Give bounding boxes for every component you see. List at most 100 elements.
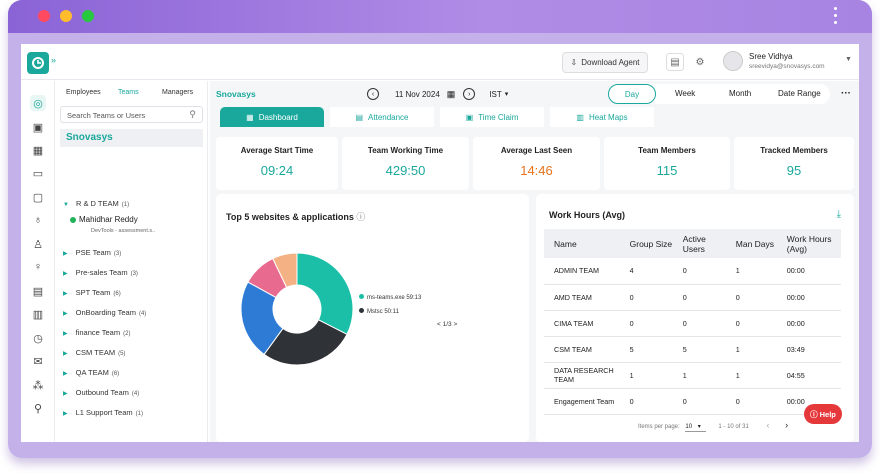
settings-icon[interactable]: ⚙ bbox=[695, 56, 705, 68]
next-page-icon[interactable]: › bbox=[785, 420, 789, 430]
reports-nav-icon[interactable]: ▣ bbox=[32, 121, 44, 134]
stat-team-members: Team Members 115 bbox=[604, 137, 730, 190]
avatar[interactable] bbox=[723, 51, 743, 71]
tab-teams[interactable]: Teams bbox=[118, 89, 139, 96]
team-item[interactable]: ▶ OnBoarding Team (4) bbox=[63, 308, 147, 317]
items-per-page-select[interactable]: 10 bbox=[685, 424, 707, 432]
roles-nav-icon[interactable]: ⚲ bbox=[33, 402, 43, 415]
pie-slice-ms-teams-exe[interactable] bbox=[296, 252, 354, 335]
dashboard-nav-icon[interactable]: ◎ bbox=[30, 95, 46, 111]
table-row: CIMA TEAM 0 0 0 00:00 bbox=[544, 310, 841, 337]
more-options-icon[interactable]: ··· bbox=[841, 88, 851, 99]
expand-sidebar-icon[interactable]: » bbox=[51, 55, 57, 65]
timezone-select[interactable]: IST bbox=[489, 89, 502, 99]
app-window: » ⇩ Download Agent ▤ ⚙ Sree Vidhya sreev… bbox=[8, 0, 872, 458]
expand-icon: ▶ bbox=[63, 351, 68, 357]
download-agent-button[interactable]: ⇩ Download Agent bbox=[562, 52, 648, 73]
calendar-nav-icon[interactable]: ▢ bbox=[32, 191, 44, 204]
calendar-icon[interactable]: ▦ bbox=[446, 88, 456, 99]
alerts-nav-icon[interactable]: ♙ bbox=[33, 238, 43, 251]
page-range: 1 - 10 of 31 bbox=[718, 424, 749, 430]
goals-nav-icon[interactable]: ♁ bbox=[33, 214, 43, 226]
icon-sidebar: ◎ ▣ ▦ ▭ ▢ ♁ ♙ ♀ ▤ ▥ ◷ ✉ ⁂ ⚲ bbox=[21, 81, 55, 442]
team-panel-tabs: Employees Teams Managers bbox=[55, 87, 208, 101]
previous-page-icon[interactable]: ‹ bbox=[766, 420, 770, 430]
info-icon[interactable]: ⓘ bbox=[356, 212, 366, 222]
team-item[interactable]: ▶ CSM TEAM (5) bbox=[63, 348, 126, 357]
page-title: Snovasys bbox=[216, 89, 256, 99]
tab-managers[interactable]: Managers bbox=[162, 89, 194, 96]
maximize-window-button[interactable] bbox=[82, 10, 94, 22]
column-header[interactable]: Active Users bbox=[678, 229, 732, 258]
tab-time-claim[interactable]: ▣ Time Claim bbox=[440, 107, 544, 127]
team-item[interactable]: ▶ QA TEAM (6) bbox=[63, 368, 120, 377]
pie-slice-mstsc[interactable] bbox=[263, 319, 348, 366]
stat-team-working-time: Team Working Time 429:50 bbox=[342, 137, 469, 190]
range-month[interactable]: Month bbox=[729, 89, 752, 98]
tab-attendance[interactable]: ▤ Attendance bbox=[330, 107, 434, 127]
document-icon[interactable]: ▤ bbox=[666, 53, 684, 71]
user-menu-chevron-icon[interactable]: ▼ bbox=[845, 56, 852, 63]
projects-nav-icon[interactable]: ▦ bbox=[32, 144, 44, 157]
help-button[interactable]: ⓘ Help bbox=[804, 404, 842, 424]
team-search-input[interactable]: Search Teams or Users ⚲ bbox=[60, 106, 203, 123]
current-date[interactable]: 11 Nov 2024 bbox=[395, 89, 440, 99]
download-agent-label: Download Agent bbox=[581, 58, 640, 67]
team-item[interactable]: ▶ Outbound Team (4) bbox=[63, 388, 140, 397]
schedule-nav-icon[interactable]: ▥ bbox=[32, 308, 44, 321]
assets-nav-icon[interactable]: ▤ bbox=[32, 285, 44, 298]
help-icon: ⓘ bbox=[810, 409, 818, 419]
work-hours-title: Work Hours (Avg) bbox=[549, 210, 626, 220]
member-name[interactable]: Mahidhar Reddy bbox=[70, 215, 138, 224]
legend-pager[interactable]: < 1/3 > bbox=[437, 321, 458, 328]
work-hours-card: Work Hours (Avg) ⤓ Name Group Size Activ… bbox=[536, 194, 854, 442]
monitor-nav-icon[interactable]: ▭ bbox=[32, 167, 44, 180]
download-icon[interactable]: ⤓ bbox=[836, 209, 841, 220]
table-row: DATA RESEARCH TEAM 1 1 1 04:55 bbox=[544, 362, 841, 389]
expand-icon: ▶ bbox=[63, 371, 68, 377]
main-area: Snovasys ‹ 11 Nov 2024 ▦ › IST ▾ Day Wee… bbox=[210, 81, 859, 442]
team-search-placeholder: Search Teams or Users bbox=[67, 111, 146, 120]
tab-dashboard[interactable]: ▦ Dashboard bbox=[220, 107, 324, 127]
expand-icon: ▶ bbox=[63, 251, 68, 257]
range-week[interactable]: Week bbox=[675, 89, 696, 98]
team-item[interactable]: ▶ Pre-sales Team (3) bbox=[63, 268, 138, 277]
column-header[interactable]: Name bbox=[544, 229, 626, 258]
close-window-button[interactable] bbox=[38, 10, 50, 22]
table-row: AMD TEAM 0 0 0 00:00 bbox=[544, 284, 841, 311]
expand-icon: ▶ bbox=[63, 271, 68, 277]
team-item[interactable]: ▶ SPT Team (6) bbox=[63, 288, 121, 297]
team-item[interactable]: ▶ L1 Support Team (1) bbox=[63, 408, 143, 417]
timer-nav-icon[interactable]: ◷ bbox=[33, 332, 43, 345]
pagination: Items per page: 10 ▾ 1 - 10 of 31 ‹ › bbox=[638, 420, 789, 432]
range-date-range[interactable]: Date Range bbox=[778, 89, 821, 98]
column-header[interactable]: Group Size bbox=[625, 229, 679, 258]
next-date-icon[interactable]: › bbox=[463, 88, 476, 100]
mail-nav-icon[interactable]: ✉ bbox=[33, 355, 43, 368]
member-activity: DevTools - assessment.s.. bbox=[91, 228, 156, 234]
org-name[interactable]: Snovasys bbox=[60, 129, 203, 147]
expand-icon: ▶ bbox=[63, 331, 68, 337]
online-status-icon bbox=[70, 217, 76, 223]
team-panel: Employees Teams Managers Search Teams or… bbox=[55, 81, 208, 442]
expand-icon: ▶ bbox=[63, 311, 68, 317]
range-switcher: Day Week Month Date Range bbox=[608, 84, 830, 104]
org-chart-nav-icon[interactable]: ⁂ bbox=[32, 379, 44, 392]
minimize-window-button[interactable] bbox=[60, 10, 72, 22]
table-row: ADMIN TEAM 4 0 1 00:00 bbox=[544, 258, 841, 285]
window-menu-icon[interactable] bbox=[834, 7, 838, 24]
users-nav-icon[interactable]: ♀ bbox=[33, 261, 43, 273]
tab-employees[interactable]: Employees bbox=[66, 89, 101, 96]
pie-slice-item-4[interactable] bbox=[272, 252, 298, 289]
expand-icon: ▶ bbox=[63, 411, 68, 417]
tab-heat-maps[interactable]: ▥ Heat Maps bbox=[550, 107, 654, 127]
previous-date-icon[interactable]: ‹ bbox=[367, 88, 379, 100]
team-item[interactable]: ▼ R & D TEAM (1) bbox=[63, 199, 130, 208]
team-item[interactable]: ▶ finance Team (2) bbox=[63, 328, 131, 337]
column-header[interactable]: Man Days bbox=[731, 229, 783, 258]
title-bar bbox=[8, 0, 872, 33]
team-item[interactable]: ▶ PSE Team (3) bbox=[63, 248, 122, 257]
app-logo-icon[interactable] bbox=[27, 52, 49, 74]
column-header[interactable]: Work Hours (Avg) bbox=[782, 229, 841, 258]
range-day[interactable]: Day bbox=[608, 84, 656, 104]
